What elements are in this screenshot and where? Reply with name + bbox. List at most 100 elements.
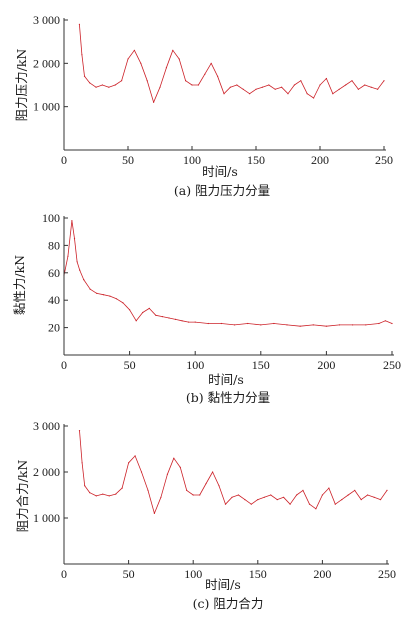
panel-b-data-point	[299, 325, 301, 327]
panel-c-data-point	[296, 494, 298, 496]
panel-c-data-point	[108, 495, 110, 497]
panel-b-data-point	[325, 325, 327, 327]
panel-a-data-point	[255, 88, 257, 90]
panel-a-caption: (a) 阻力压力分量	[174, 183, 270, 198]
panel-b-data-point	[109, 295, 111, 297]
panel-a-x-tick-label: 150	[247, 153, 265, 167]
panel-b-data-point	[338, 324, 341, 326]
panel-b-data-point	[365, 324, 367, 326]
panel-c-xlabel: 时间/s	[205, 577, 241, 592]
panel-a-data-point	[140, 62, 142, 64]
panel-b-y-tick-label: 60	[48, 266, 60, 280]
panel-a-data-point	[185, 80, 187, 82]
panel-b-x-tick-label: 100	[186, 358, 204, 372]
panel-c-x-tick-label: 0	[61, 567, 67, 581]
panel-a-data-point	[364, 84, 366, 86]
panel-b-series-line	[63, 220, 393, 327]
panel-c-data-point	[218, 485, 220, 487]
panel-b-x-tick-label: 50	[124, 358, 136, 372]
panel-a-data-point	[236, 84, 238, 86]
panel-c-data-point	[360, 499, 362, 501]
panel-b-data-point	[73, 238, 76, 240]
panel-b-data-point	[161, 316, 163, 318]
panel-a-data-point	[313, 97, 315, 99]
panel-a-data-point	[249, 93, 251, 95]
panel-c-data-point	[354, 489, 356, 491]
panel-b-y-tick-label: 40	[48, 293, 60, 307]
panel-c-data-point	[115, 493, 117, 495]
panel-c-data-point	[199, 494, 201, 496]
panel-a-data-point	[351, 80, 353, 82]
panel-b-data-point	[260, 324, 262, 326]
panel-c-data-point	[270, 494, 272, 496]
panel-b-data-point	[220, 322, 222, 325]
panel-a-data-point	[89, 82, 91, 84]
panel-b-data-point	[102, 294, 104, 296]
panel-c-data-point	[341, 499, 343, 501]
panel-a-data-point	[261, 86, 263, 88]
panel-c-ylabel: 阻力合力/kN	[15, 460, 30, 533]
panel-a-data-point	[217, 75, 219, 77]
panel-c-data-point	[308, 503, 311, 505]
panel-a-chart: 0 50 100 150 200 250 1 000 2 000 3 000 时间/s 阻力压力…	[14, 13, 393, 198]
panel-c-data-point	[134, 455, 136, 457]
panel-a-data-point	[306, 93, 308, 95]
panel-c-x-tick-label: 150	[249, 567, 267, 581]
panel-c-data-point	[81, 462, 83, 464]
panel-b-data-point	[96, 292, 98, 294]
panel-a-data-point	[178, 58, 180, 60]
panel-b-data-point	[391, 322, 393, 325]
panel-b-data-point	[247, 322, 249, 325]
panel-b-x-tick-label: 150	[252, 358, 270, 372]
panel-a-data-point	[268, 84, 270, 86]
panel-b-data-point	[142, 311, 144, 314]
panel-b-data-point	[207, 322, 209, 325]
panel-b-data-point	[181, 320, 183, 322]
panel-b-ylabel: 黏性力/kN	[12, 255, 27, 315]
panel-a-data-point	[332, 93, 334, 95]
panel-a-data-point	[121, 80, 123, 82]
panel-c-data-point	[263, 496, 265, 498]
panel-a-xlabel: 时间/s	[202, 164, 238, 179]
panel-a-data-point	[197, 84, 199, 86]
panel-b-data-point	[155, 314, 157, 316]
panel-c-data-point	[166, 473, 168, 475]
panel-b-data-point	[378, 322, 380, 325]
panel-a-x-tick-label: 100	[183, 153, 201, 167]
panel-b-data-point	[168, 317, 170, 319]
panel-c-data-point	[121, 487, 123, 489]
panel-c-data-point	[153, 512, 155, 515]
panel-c-chart: 0 50 100 150 200 250 1 000 2 000 3 000 时间/s 阻力合力…	[15, 419, 396, 611]
panel-a-x-tick-label: 200	[311, 153, 329, 167]
panel-b-data-point	[234, 324, 236, 326]
panel-c-data-point	[334, 503, 336, 505]
panel-c-caption: (c) 阻力合力	[193, 596, 264, 611]
panel-a-data-point	[281, 86, 283, 88]
panel-a-data-point	[133, 49, 135, 51]
panel-c-data-point	[328, 487, 330, 489]
panel-c-data-point	[373, 496, 375, 498]
panel-b-caption: (b) 黏性力分量	[186, 390, 270, 405]
panel-c-data-point	[78, 430, 81, 432]
panel-b-data-point	[174, 318, 177, 320]
panel-a-data-point	[204, 73, 206, 75]
panel-a-data-point	[108, 86, 110, 88]
panel-c-data-point	[315, 508, 317, 510]
panel-c-data-point	[224, 503, 227, 505]
panel-b-y-tick-label: 80	[48, 238, 60, 252]
panel-b-data-point	[67, 255, 69, 257]
panel-c-data-point	[160, 496, 162, 498]
panel-a-x-tick-label: 250	[375, 153, 393, 167]
panel-c-x-tick-label: 250	[378, 567, 396, 581]
panel-c-data-point	[140, 471, 143, 473]
panel-c-y-tick-label: 3 000	[33, 419, 60, 433]
panel-b-x-tick-label: 250	[383, 358, 401, 372]
panel-c-x-tick-label: 200	[313, 567, 331, 581]
panel-a-data-point	[357, 88, 359, 90]
panel-c-x-tick-label: 100	[184, 567, 202, 581]
panel-a-ylabel: 阻力压力/kN	[14, 49, 29, 122]
panel-b-y-tick-label: 100	[42, 211, 60, 225]
panel-a-series-line	[79, 24, 385, 103]
panel-b-chart: 0 50 100 150 200 250 20 40 60 80 100 时间/s 黏性力/kN (…	[12, 211, 401, 405]
panel-c-data-point	[231, 496, 233, 498]
